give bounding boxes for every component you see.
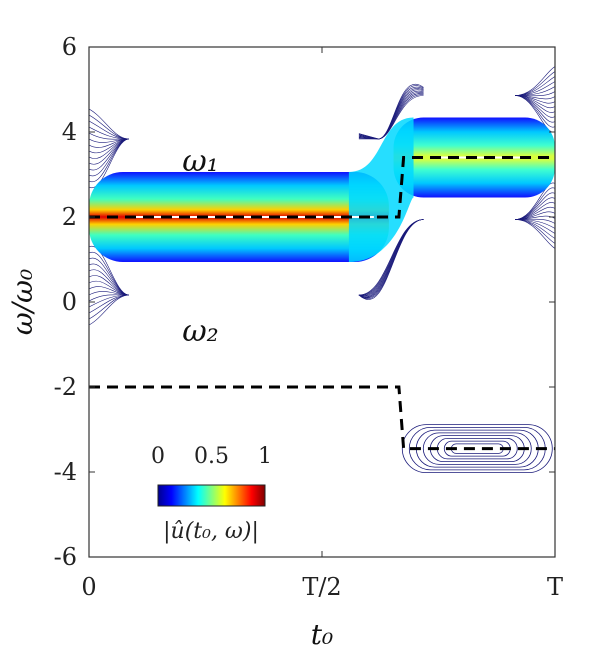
contour-ring bbox=[422, 432, 532, 465]
y-tick-label: -6 bbox=[54, 543, 77, 571]
contour-ring bbox=[401, 424, 553, 474]
curve-label-1: ω₁ bbox=[182, 144, 219, 179]
contour-line bbox=[514, 219, 555, 244]
contour-line bbox=[514, 76, 555, 96]
contour-line bbox=[514, 95, 555, 118]
colorbar-ticks: 0 0.5 1 bbox=[151, 444, 272, 469]
x-axis: 0 T/2 T bbox=[81, 47, 563, 601]
contour-line bbox=[89, 294, 130, 326]
curve-label-2: ω₂ bbox=[182, 314, 219, 349]
x-tick-label: T bbox=[547, 573, 563, 601]
x-tick-label: 0 bbox=[81, 573, 96, 601]
colorbar-tick-label: 0.5 bbox=[194, 444, 229, 469]
colorbar-gradient bbox=[157, 484, 266, 507]
contour-line bbox=[514, 71, 555, 96]
x-axis-label: t₀ bbox=[311, 618, 333, 651]
contour-line bbox=[514, 197, 555, 220]
heatmap-layer bbox=[89, 66, 555, 474]
contour-line bbox=[514, 219, 555, 239]
y-tick-label: -2 bbox=[54, 373, 77, 401]
contour-line bbox=[89, 108, 130, 140]
y-tick-label: 0 bbox=[62, 288, 77, 316]
y-axis: 6 4 2 0 -2 -4 -6 bbox=[54, 33, 555, 571]
contour-line bbox=[89, 257, 130, 296]
contour-line bbox=[89, 138, 130, 177]
colorbar-label: |û(t₀, ω)| bbox=[163, 519, 259, 544]
y-tick-label: -4 bbox=[54, 458, 77, 486]
colorbar-tick-label: 0 bbox=[151, 444, 165, 469]
contour-ring bbox=[450, 443, 504, 454]
y-tick-label: 6 bbox=[62, 33, 77, 61]
ridge-curves: ω₁ ω₂ bbox=[89, 144, 555, 451]
energy-band-1-transition bbox=[348, 117, 414, 262]
ridge-curve-2 bbox=[89, 385, 555, 451]
contour-line bbox=[514, 66, 555, 96]
y-tick-label: 2 bbox=[62, 203, 77, 231]
colorbar-tick-label: 1 bbox=[258, 444, 272, 469]
contour-line bbox=[514, 219, 555, 249]
ridge-curve-1 bbox=[89, 156, 555, 219]
y-tick-label: 4 bbox=[62, 118, 77, 146]
y-axis-label: ω/ω₀ bbox=[6, 269, 39, 335]
colorbar: 0 0.5 1 |û(t₀, ω)| bbox=[151, 444, 272, 544]
x-tick-label: T/2 bbox=[302, 573, 341, 601]
